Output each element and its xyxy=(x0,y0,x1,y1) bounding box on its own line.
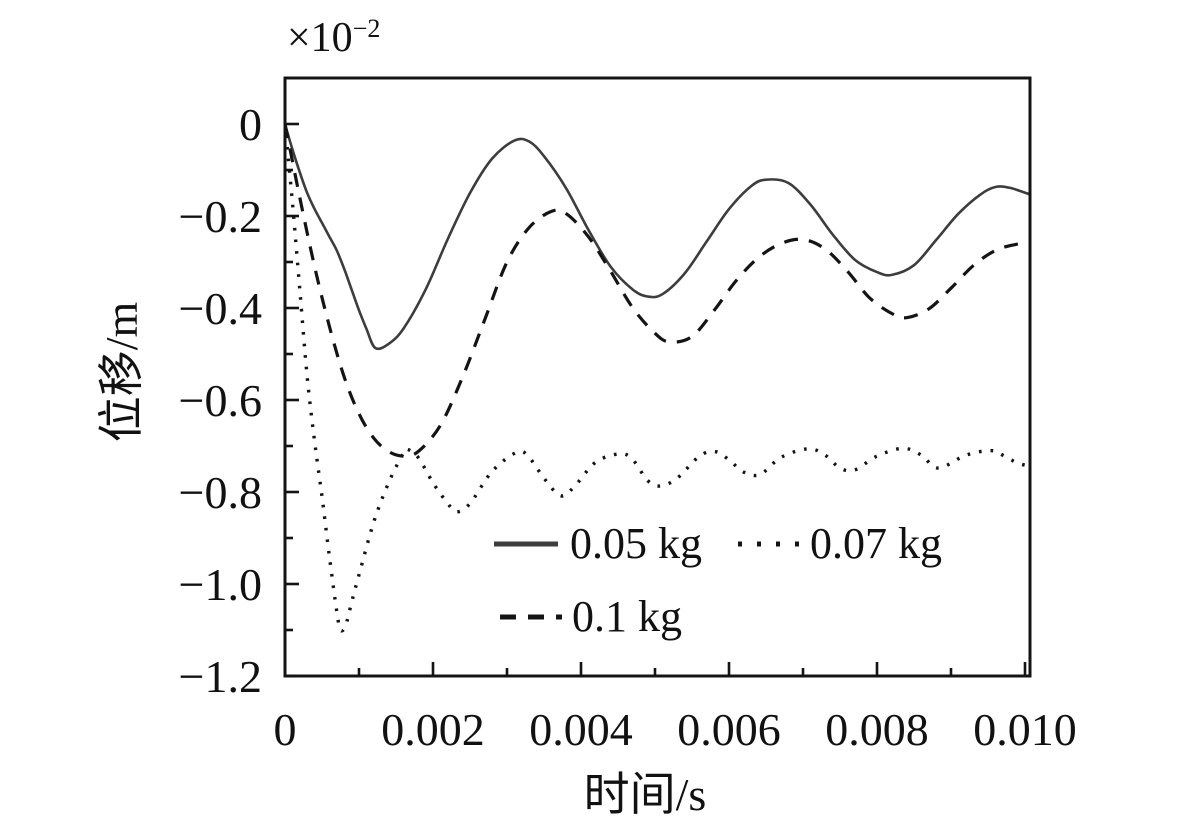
series-line-007kg xyxy=(285,123,1030,633)
x-tick-label: 0 xyxy=(274,704,297,755)
legend-line-dotted xyxy=(738,541,800,546)
x-axis-title: 时间/s xyxy=(583,769,707,820)
legend-row-2: 0.1 kg xyxy=(498,591,682,642)
y-axis-title: 位移/m xyxy=(96,301,147,443)
legend-label-01kg: 0.1 kg xyxy=(572,592,682,641)
y-axis-offset-label: ×10−2 xyxy=(287,14,381,61)
y-tick-label: 0 xyxy=(239,99,262,150)
x-tick-label: 0.004 xyxy=(529,704,633,755)
legend-row-1: 0.05 kg 0.07 kg xyxy=(492,518,942,569)
legend-label-007kg: 0.07 kg xyxy=(810,519,942,568)
legend-label-005kg: 0.05 kg xyxy=(570,519,702,568)
x-tick-label: 0.008 xyxy=(825,704,929,755)
x-tick-label: 0.002 xyxy=(381,704,485,755)
offset-base: ×10 xyxy=(287,15,353,61)
y-tick-label: −0.2 xyxy=(179,191,262,242)
y-tick-label: −1.0 xyxy=(179,559,262,610)
y-tick-label: −1.2 xyxy=(179,651,262,702)
series-line-01kg xyxy=(285,123,1030,458)
y-tick-label: −0.6 xyxy=(179,375,262,426)
legend-line-dashed xyxy=(500,614,562,619)
plot-frame xyxy=(283,76,1032,678)
y-tick-label: −0.8 xyxy=(179,467,262,518)
legend-line-solid xyxy=(494,541,558,546)
y-tick-label: −0.4 xyxy=(179,283,262,334)
x-tick-label: 0.010 xyxy=(973,704,1077,755)
series-line-005kg xyxy=(285,123,1030,351)
x-tick-label: 0.006 xyxy=(677,704,781,755)
offset-exponent: −2 xyxy=(352,14,381,43)
